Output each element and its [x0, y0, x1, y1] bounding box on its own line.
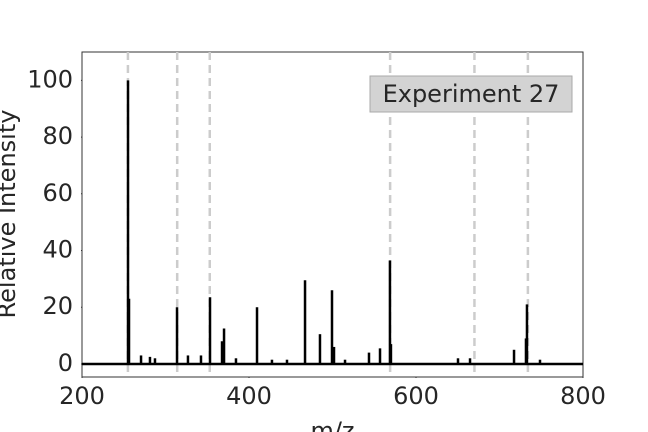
y-tick-label: 0: [58, 349, 73, 377]
x-tick-label: 800: [560, 382, 606, 410]
annotation-box: [369, 75, 573, 113]
y-tick-label: 80: [42, 122, 73, 150]
y-axis-label: Relative Intensity: [0, 110, 21, 319]
x-tick-label: 400: [226, 382, 272, 410]
y-tick-label: 60: [42, 179, 73, 207]
x-tick-label: 200: [59, 382, 105, 410]
x-tick-label: 600: [393, 382, 439, 410]
y-tick-label: 40: [42, 236, 73, 264]
y-tick-label: 20: [42, 292, 73, 320]
y-tick-label: 100: [27, 65, 73, 93]
x-axis-label: m/z: [310, 417, 354, 432]
annotation: Experiment 27: [383, 80, 560, 108]
